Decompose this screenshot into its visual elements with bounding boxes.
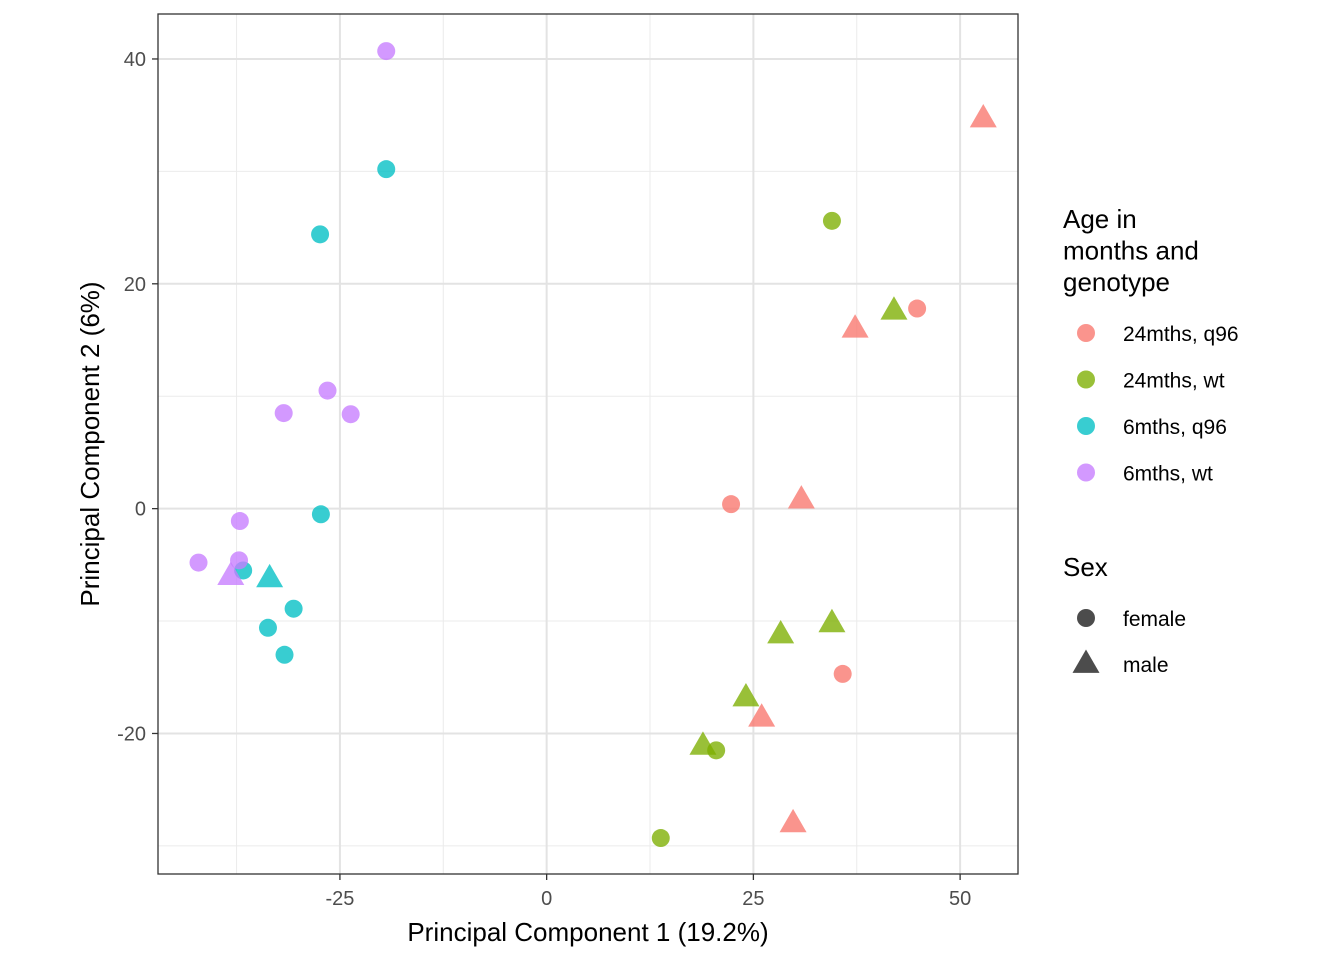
shape-legend: Sex female male: [1063, 552, 1186, 677]
y-tick-label: 0: [135, 499, 146, 521]
x-tick-label: 0: [541, 888, 552, 910]
color-legend-key: [1077, 417, 1095, 435]
x-tick-label: 50: [949, 888, 971, 910]
data-point-female: [258, 618, 277, 637]
data-point-female: [189, 553, 208, 572]
data-point-male: [787, 485, 815, 509]
color-legend-title: genotype: [1063, 267, 1170, 297]
data-point-male: [841, 314, 869, 338]
color-legend-key: [1077, 463, 1095, 482]
data-point-female: [707, 741, 726, 760]
data-point-female: [230, 551, 249, 570]
data-point-female: [651, 829, 670, 848]
data-point-female: [230, 512, 249, 531]
y-tick-label: 40: [124, 49, 146, 71]
data-points: [189, 42, 997, 848]
x-tick-label: 25: [742, 888, 764, 910]
data-point-male: [880, 296, 908, 320]
data-point-female: [284, 599, 303, 618]
shape-legend-title: Sex: [1063, 552, 1108, 582]
data-point-male: [732, 683, 760, 707]
shape-legend-label: male: [1123, 654, 1169, 677]
data-point-male: [779, 808, 807, 833]
y-tick-label: 20: [124, 274, 146, 296]
data-point-female: [275, 645, 294, 664]
y-axis-title: Principal Component 2 (6%): [75, 281, 105, 606]
major-gridlines: [158, 14, 1018, 874]
shape-legend-key-triangle: [1072, 649, 1100, 673]
y-tick-label: -20: [117, 723, 146, 745]
data-point-male: [256, 563, 284, 588]
shape-legend-label: female: [1123, 608, 1186, 631]
color-legend-key: [1077, 324, 1095, 342]
data-point-female: [722, 495, 741, 514]
data-point-male: [818, 608, 846, 633]
data-point-female: [908, 299, 927, 318]
color-legend-key: [1077, 370, 1095, 389]
data-point-male: [767, 620, 795, 644]
data-point-female: [318, 381, 337, 400]
data-point-female: [311, 505, 330, 524]
color-legend-label: 6mths, wt: [1123, 463, 1213, 486]
x-axis-title: Principal Component 1 (19.2%): [407, 917, 768, 947]
data-point-female: [377, 42, 396, 61]
color-legend-title: Age in: [1063, 204, 1137, 234]
data-point-male: [969, 104, 997, 128]
data-point-female: [833, 664, 852, 683]
color-legend-label: 24mths, wt: [1123, 370, 1225, 393]
shape-legend-key-circle: [1077, 609, 1095, 627]
y-axis: -20 0 20 40: [117, 49, 158, 745]
color-legend-label: 24mths, q96: [1123, 323, 1239, 346]
color-legend-label: 6mths, q96: [1123, 416, 1227, 439]
data-point-male: [748, 703, 776, 727]
x-axis: -25 0 25 50: [325, 874, 971, 910]
data-point-female: [341, 405, 360, 424]
data-point-female: [311, 225, 330, 244]
data-point-male: [217, 561, 245, 585]
data-point-female: [822, 211, 841, 230]
data-point-female: [274, 404, 293, 423]
data-point-female: [377, 160, 396, 179]
x-tick-label: -25: [325, 888, 354, 910]
minor-gridlines: [158, 14, 1018, 874]
color-legend-title: months and: [1063, 236, 1199, 266]
plot-panel-border: [157, 13, 1019, 875]
